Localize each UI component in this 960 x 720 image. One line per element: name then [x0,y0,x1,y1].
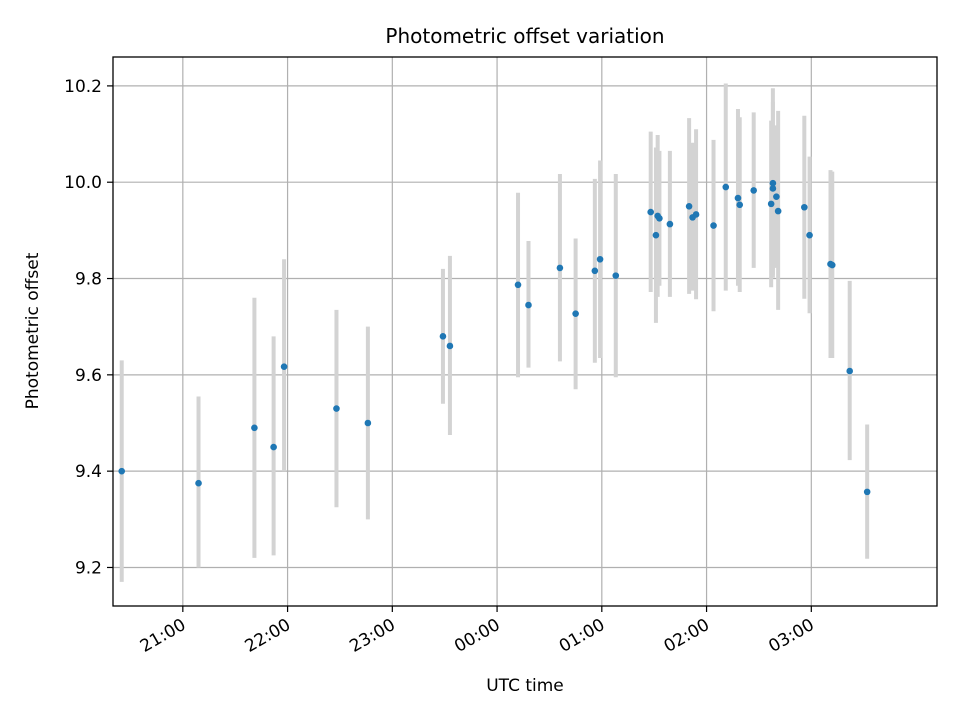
y-tick-label: 10.0 [64,173,102,193]
data-point [656,215,663,222]
y-tick-label: 9.8 [75,270,102,290]
data-point [195,479,202,487]
data-point [666,220,674,228]
data-point [750,187,757,194]
data-point [280,363,288,370]
data-point [514,281,522,289]
y-tick-label: 9.2 [75,558,102,578]
data-point [722,183,730,191]
data-point [439,333,447,340]
data-point [652,231,660,239]
data-point [846,367,854,375]
data-point [647,208,654,216]
data-point [769,185,777,192]
data-point [710,222,717,229]
point-layer [118,179,871,496]
data-point [251,424,258,432]
y-axis-title: Photometric offset [23,252,43,409]
data-point [685,202,693,210]
data-point [446,342,454,350]
plot-frame [112,56,938,607]
data-point [736,201,744,209]
data-point [572,310,579,317]
data-point [774,207,782,215]
data-point [591,267,599,275]
data-point [767,200,775,208]
data-point [612,272,620,279]
data-point [333,405,340,412]
data-point [692,211,700,218]
data-point [118,467,126,475]
y-tick-label: 9.4 [75,462,102,482]
data-point [270,443,277,451]
data-point [828,261,836,269]
y-tick-label: 9.6 [75,366,102,386]
x-axis-title: UTC time [486,676,564,696]
data-point [773,193,780,200]
data-point [734,194,742,202]
data-point [769,179,777,187]
data-point [801,203,808,211]
data-point [525,301,532,309]
data-point [556,264,564,272]
data-point [596,255,604,263]
data-point [863,488,871,496]
data-point [806,231,813,239]
chart-title: Photometric offset variation [385,24,664,48]
y-tick-label: 10.2 [64,77,102,97]
data-point [364,419,372,427]
